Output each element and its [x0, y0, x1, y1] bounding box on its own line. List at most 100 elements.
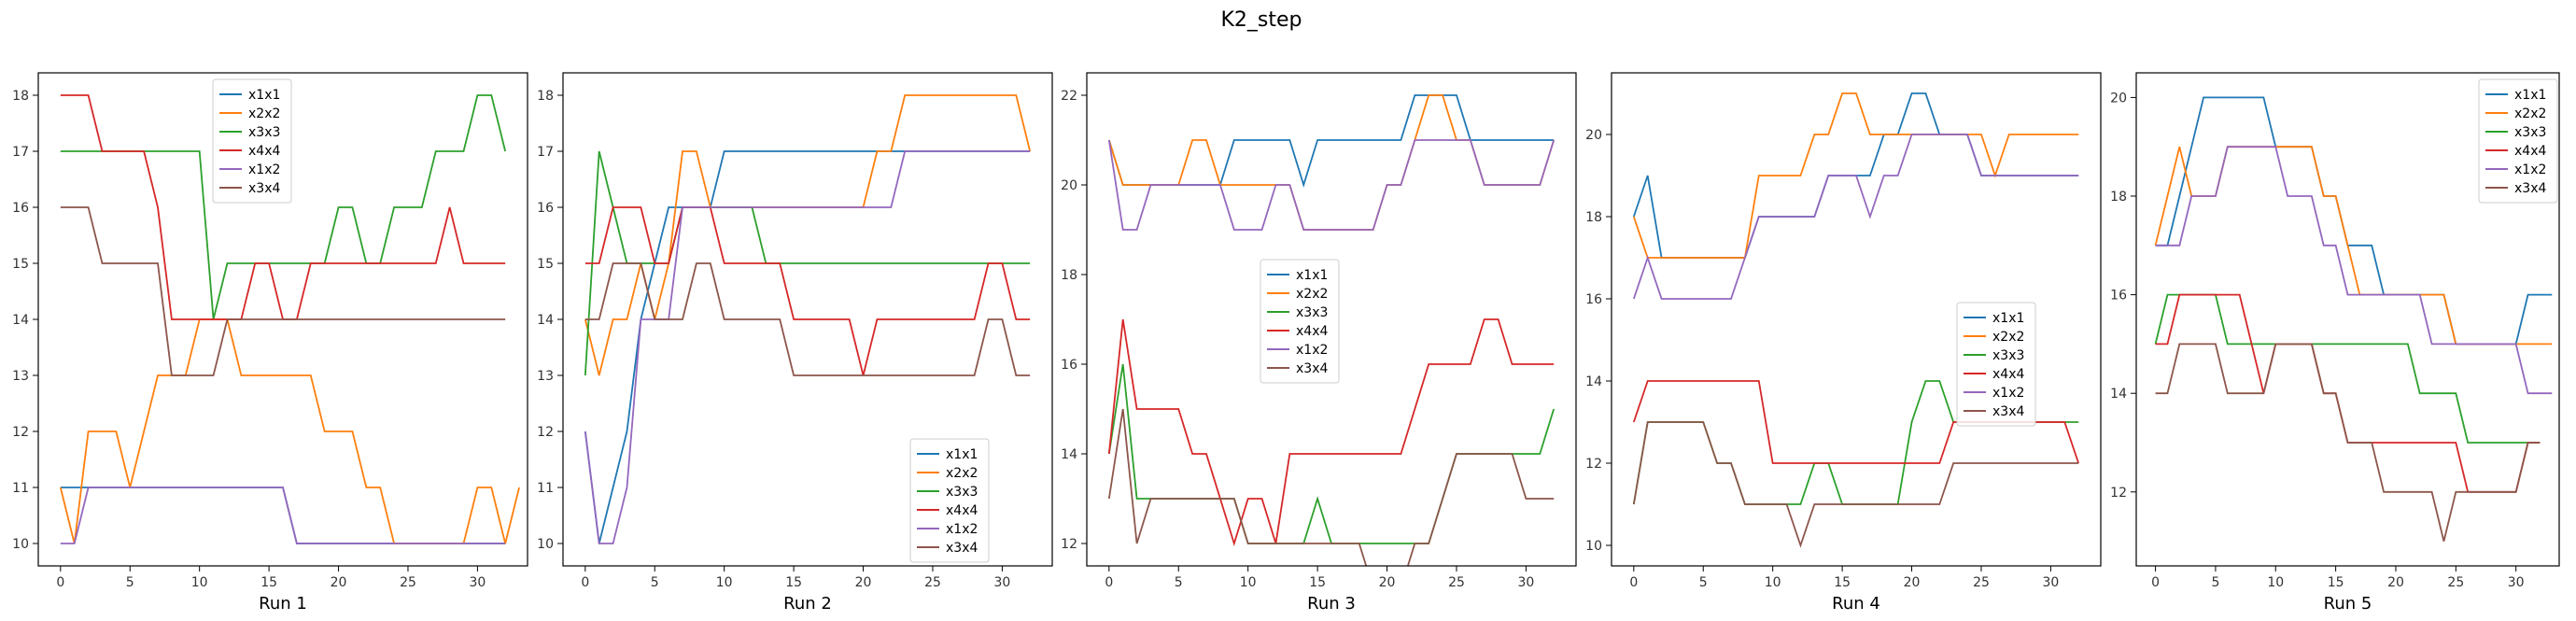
- legend-label-x3x3: x3x3: [1992, 348, 2024, 363]
- x-tick-label: 20: [1904, 575, 1921, 590]
- plot-frame: [1086, 72, 1577, 567]
- series-line-x4x4: [584, 206, 1031, 376]
- y-tick-label: 10: [12, 537, 29, 552]
- series-line-x3x3: [2154, 293, 2541, 444]
- legend-label-x4x4: x4x4: [1296, 324, 1328, 339]
- series-line-x1x2: [60, 487, 506, 544]
- legend-label-x3x3: x3x3: [946, 485, 978, 500]
- y-tick-label: 10: [537, 537, 554, 552]
- x-tick-label: 25: [1448, 575, 1465, 590]
- x-tick-label: 25: [924, 575, 941, 590]
- legend-label-x1x1: x1x1: [2514, 88, 2546, 103]
- x-tick-label: 20: [2387, 575, 2404, 590]
- legend-label-x4x4: x4x4: [1992, 367, 2024, 382]
- y-tick-label: 13: [537, 369, 554, 384]
- y-tick-label: 12: [12, 425, 29, 440]
- y-tick-label: 15: [12, 257, 29, 272]
- y-tick-label: 16: [12, 201, 29, 216]
- legend-label-x1x1: x1x1: [946, 447, 978, 462]
- x-tick-label: 10: [191, 575, 208, 590]
- x-tick-label: 10: [1240, 575, 1257, 590]
- legend-label-x2x2: x2x2: [2514, 106, 2546, 121]
- x-tick-label: 30: [1517, 575, 1534, 590]
- legend-label-x2x2: x2x2: [1296, 287, 1328, 302]
- y-tick-label: 20: [1585, 128, 1602, 143]
- y-tick-label: 22: [1061, 89, 1077, 104]
- y-tick-label: 16: [537, 201, 554, 216]
- legend-label-x3x4: x3x4: [1296, 361, 1328, 376]
- x-tick-label: 15: [2328, 575, 2344, 590]
- x-axis-label: Run 2: [783, 594, 832, 614]
- x-axis-label: Run 1: [259, 594, 307, 614]
- series-line-x3x4: [2155, 343, 2541, 542]
- series-line-x3x4: [60, 206, 506, 376]
- x-tick-label: 5: [126, 575, 134, 590]
- plot-frame: [2135, 72, 2560, 567]
- x-tick-label: 10: [716, 575, 733, 590]
- y-tick-label: 12: [537, 425, 554, 440]
- legend-label-x3x4: x3x4: [946, 541, 978, 556]
- legend-label-x4x4: x4x4: [2514, 144, 2546, 159]
- y-tick-label: 17: [537, 145, 554, 160]
- x-tick-label: 25: [1973, 575, 1990, 590]
- legend-label-x1x2: x1x2: [1992, 386, 2024, 401]
- legend-label-x2x2: x2x2: [248, 106, 280, 121]
- legend-label-x1x1: x1x1: [1296, 268, 1328, 283]
- legend-label-x1x2: x1x2: [248, 162, 280, 177]
- x-tick-label: 20: [331, 575, 347, 590]
- y-tick-label: 15: [537, 257, 554, 272]
- y-tick-label: 20: [1061, 178, 1077, 193]
- x-tick-label: 25: [2447, 575, 2464, 590]
- y-tick-label: 10: [1585, 539, 1602, 554]
- series-line-x2x2: [1632, 92, 2079, 259]
- legend-label-x3x4: x3x4: [248, 181, 280, 196]
- series-line-x1x2: [1107, 139, 1555, 231]
- y-tick-label: 14: [1061, 447, 1077, 462]
- x-tick-label: 0: [581, 575, 589, 590]
- legend: x1x1 x2x2 x3x3 x4x4 x1x2 x3x4: [1260, 259, 1340, 384]
- series-line-x3x4: [1107, 408, 1555, 566]
- legend-label-x1x2: x1x2: [2514, 162, 2546, 177]
- plot-frame: [1611, 72, 2102, 567]
- y-tick-label: 20: [2110, 91, 2127, 106]
- y-tick-label: 12: [2110, 486, 2127, 501]
- y-tick-label: 11: [537, 481, 554, 496]
- y-tick-label: 12: [1061, 537, 1077, 552]
- legend-label-x3x4: x3x4: [2514, 181, 2546, 196]
- legend-label-x4x4: x4x4: [946, 503, 978, 518]
- y-tick-label: 14: [12, 313, 29, 328]
- legend: x1x1 x2x2 x3x3 x4x4 x1x2 x3x4: [212, 78, 292, 204]
- y-tick-label: 14: [537, 313, 554, 328]
- series-line-x3x4: [584, 262, 1031, 376]
- legend-label-x3x3: x3x3: [1296, 305, 1328, 320]
- x-tick-label: 5: [2211, 575, 2219, 590]
- legend-label-x2x2: x2x2: [946, 466, 978, 481]
- legend-label-x3x3: x3x3: [248, 125, 280, 140]
- x-tick-label: 30: [469, 575, 486, 590]
- x-tick-label: 10: [2267, 575, 2284, 590]
- y-tick-label: 11: [12, 481, 29, 496]
- x-tick-label: 30: [993, 575, 1010, 590]
- y-tick-label: 14: [1585, 374, 1602, 389]
- legend-label-x1x1: x1x1: [1992, 311, 2024, 326]
- x-tick-label: 15: [785, 575, 802, 590]
- x-tick-label: 30: [2042, 575, 2059, 590]
- chart-panel-3: 0 5 10 15 20 25 30 12 14 16 18 20 22 Run 3 x1x1 x2x2 x3x…: [1061, 72, 1577, 614]
- legend-label-x4x4: x4x4: [248, 144, 280, 159]
- series-line-x4x4: [1107, 318, 1555, 547]
- y-tick-label: 16: [1585, 292, 1602, 307]
- legend-box: [1260, 259, 1340, 384]
- x-axis-label: Run 4: [1832, 594, 1880, 614]
- y-tick-label: 18: [1061, 268, 1077, 283]
- x-tick-label: 5: [1699, 575, 1708, 590]
- x-tick-label: 5: [651, 575, 659, 590]
- x-tick-label: 20: [855, 575, 872, 590]
- legend-label-x1x2: x1x2: [946, 522, 978, 537]
- series-line-x3x4: [1632, 421, 2079, 548]
- x-tick-label: 20: [1379, 575, 1396, 590]
- legend: x1x1 x2x2 x3x3 x4x4 x1x2 x3x4: [2478, 78, 2558, 204]
- legend-box: [909, 438, 990, 563]
